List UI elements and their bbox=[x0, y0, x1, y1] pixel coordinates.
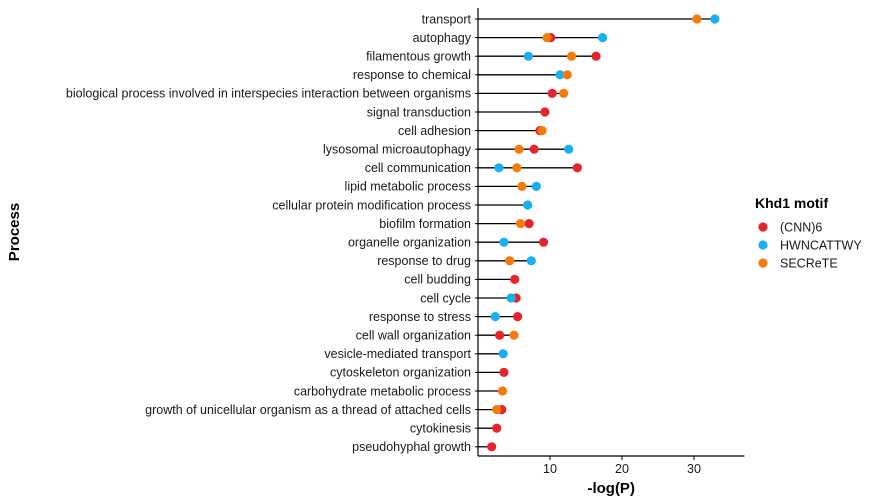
point-hwncattwy-filamentous-growth bbox=[523, 51, 534, 61]
x-tick-label: 30 bbox=[687, 462, 701, 476]
point-secrete-autophagy bbox=[542, 33, 552, 43]
legend-label: (CNN)6 bbox=[780, 220, 822, 234]
legend-swatch-secrete bbox=[758, 258, 768, 268]
point-cnn-6-organelle-organization bbox=[538, 237, 549, 247]
point-secrete-cell-communication bbox=[512, 163, 522, 173]
category-label: response to drug bbox=[377, 254, 471, 268]
point-secrete-filamentous-growth bbox=[567, 51, 577, 61]
point-cnn-6-lysosomal-microautophagy bbox=[529, 144, 539, 154]
legend: Khd1 motif (CNN)6 HWNCATTWY SECReTE bbox=[755, 195, 862, 270]
category-label: cellular protein modification process bbox=[272, 198, 471, 212]
point-secrete-response-to-chemical bbox=[562, 70, 572, 80]
x-axis-title: -log(P) bbox=[587, 480, 634, 497]
category-label: biofilm formation bbox=[379, 217, 471, 231]
point-cnn-6-biological-process-involved-in-interspecies-interaction-between-organisms bbox=[547, 88, 557, 98]
point-secrete-biofilm-formation bbox=[515, 219, 526, 229]
connector-lines bbox=[478, 18, 715, 448]
point-secrete-biological-process-involved-in-interspecies-interaction-between-organisms bbox=[559, 88, 569, 98]
point-cnn-6-cytokinesis bbox=[492, 423, 502, 433]
category-label: autophagy bbox=[413, 31, 472, 45]
x-tick-label: 10 bbox=[543, 462, 557, 476]
point-cnn-6-biofilm-formation bbox=[524, 219, 534, 229]
category-label: response to chemical bbox=[353, 68, 471, 82]
category-label: cell budding bbox=[404, 273, 471, 287]
point-secrete-cell-adhesion bbox=[537, 126, 547, 136]
point-cnn-6-filamentous-growth bbox=[591, 51, 601, 61]
category-label: cell adhesion bbox=[398, 124, 471, 138]
category-label: response to stress bbox=[369, 310, 471, 324]
point-hwncattwy-cell-communication bbox=[494, 163, 504, 173]
category-label: cytoskeleton organization bbox=[330, 366, 471, 380]
category-label: lipid metabolic process bbox=[345, 180, 471, 194]
point-hwncattwy-cell-cycle bbox=[506, 293, 516, 303]
y-axis-title: Process bbox=[6, 203, 23, 261]
category-label: vesicle-mediated transport bbox=[324, 347, 471, 361]
category-label: organelle organization bbox=[348, 236, 471, 250]
point-hwncattwy-organelle-organization bbox=[499, 237, 509, 247]
point-hwncattwy-transport bbox=[710, 14, 720, 24]
point-secrete-cell-wall-organization bbox=[509, 330, 519, 340]
point-secrete-carbohydrate-metabolic-process bbox=[497, 386, 508, 396]
point-secrete-growth-of-unicellular-organism-as-a-thread-of-attached-cells bbox=[492, 405, 502, 415]
category-label: cell cycle bbox=[420, 291, 471, 305]
legend-items: (CNN)6 HWNCATTWY SECReTE bbox=[758, 220, 862, 270]
point-hwncattwy-lipid-metabolic-process bbox=[531, 181, 541, 191]
category-label: biological process involved in interspec… bbox=[66, 87, 471, 101]
point-hwncattwy-lysosomal-microautophagy bbox=[564, 144, 574, 154]
point-cnn-6-cytoskeleton-organization bbox=[499, 367, 509, 377]
category-label: cell communication bbox=[365, 161, 471, 175]
data-points bbox=[487, 14, 720, 452]
point-cnn-6-response-to-stress bbox=[513, 312, 523, 322]
legend-label: SECReTE bbox=[780, 256, 838, 270]
point-hwncattwy-response-to-stress bbox=[490, 312, 500, 322]
x-axis: 10 20 30 bbox=[478, 455, 745, 476]
category-label: carbohydrate metabolic process bbox=[294, 384, 471, 398]
point-cnn-6-cell-communication bbox=[572, 163, 582, 173]
point-cnn-6-cell-wall-organization bbox=[495, 330, 505, 340]
point-hwncattwy-autophagy bbox=[597, 33, 608, 43]
point-secrete-transport bbox=[692, 14, 702, 24]
point-cnn-6-cell-budding bbox=[510, 274, 520, 284]
legend-title: Khd1 motif bbox=[755, 195, 828, 211]
y-tick-labels: transport autophagy filamentous growth resp… bbox=[66, 12, 478, 454]
x-tick-label: 20 bbox=[615, 462, 629, 476]
category-label: cytokinesis bbox=[410, 422, 471, 436]
category-label: pseudohyphal growth bbox=[352, 440, 471, 454]
category-label: filamentous growth bbox=[366, 50, 471, 64]
legend-label: HWNCATTWY bbox=[780, 238, 862, 252]
point-secrete-lipid-metabolic-process bbox=[517, 181, 527, 191]
legend-swatch-cnn-6 bbox=[758, 222, 768, 232]
point-cnn-6-pseudohyphal-growth bbox=[487, 442, 497, 452]
point-hwncattwy-response-to-chemical bbox=[555, 70, 565, 80]
point-hwncattwy-vesicle-mediated-transport bbox=[498, 349, 508, 359]
category-label: cell wall organization bbox=[356, 329, 471, 343]
point-hwncattwy-response-to-drug bbox=[526, 256, 536, 266]
point-hwncattwy-cellular-protein-modification-process bbox=[523, 200, 533, 210]
legend-swatch-hwncattwy bbox=[758, 240, 768, 250]
point-secrete-lysosomal-microautophagy bbox=[514, 144, 524, 154]
point-secrete-response-to-drug bbox=[505, 256, 515, 266]
category-label: signal transduction bbox=[367, 105, 471, 119]
category-label: transport bbox=[422, 12, 472, 26]
category-label: lysosomal microautophagy bbox=[323, 143, 472, 157]
category-label: growth of unicellular organism as a thre… bbox=[145, 403, 471, 417]
point-cnn-6-signal-transduction bbox=[540, 107, 550, 117]
